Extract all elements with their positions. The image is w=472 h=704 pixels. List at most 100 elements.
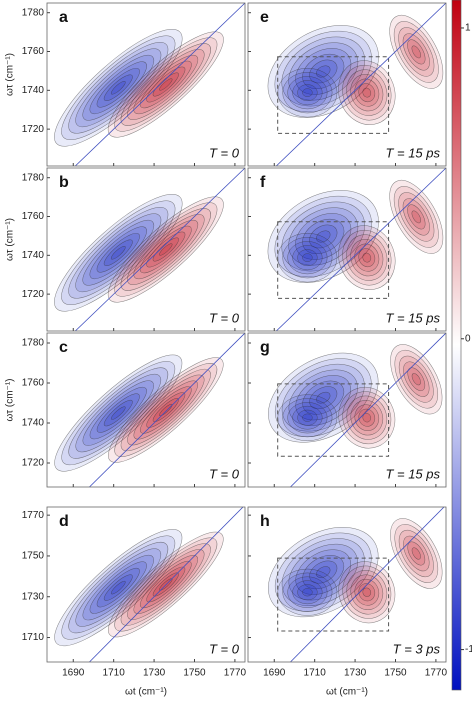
- contour: [54, 354, 183, 472]
- contour: [411, 373, 421, 386]
- contour: [146, 66, 186, 103]
- dashed-box: [277, 557, 390, 632]
- contour: [394, 524, 439, 583]
- panel-frame: [46, 332, 246, 488]
- contour: [362, 587, 372, 597]
- contour: [390, 518, 443, 589]
- contour: [287, 402, 328, 434]
- colorbar-tick-label: 1: [465, 23, 471, 34]
- panel-letter: b: [59, 174, 69, 191]
- plot-area: [267, 3, 446, 166]
- contour: [316, 566, 331, 578]
- contour: [390, 344, 443, 415]
- contour: [346, 69, 388, 116]
- contour: [309, 560, 338, 584]
- contour: [398, 529, 434, 578]
- y-tick-label: 1780: [22, 338, 45, 349]
- contour: [152, 237, 179, 262]
- contour: [54, 529, 183, 647]
- x-tick-label: 1770: [224, 668, 247, 679]
- contour: [68, 542, 169, 634]
- contour: [297, 409, 318, 426]
- contour: [274, 532, 372, 612]
- contour: [292, 405, 323, 430]
- diagonal: [75, 3, 245, 166]
- contour: [114, 363, 218, 457]
- diagonal: [290, 507, 445, 662]
- contour: [342, 565, 392, 619]
- x-tick-label: 1750: [183, 668, 206, 679]
- contour: [103, 239, 133, 267]
- dashed-box: [277, 56, 390, 134]
- contour: [309, 386, 338, 410]
- contour: [139, 225, 192, 274]
- contour: [89, 386, 147, 440]
- panel-frame: [46, 167, 246, 332]
- y-tick-label: 1720: [22, 458, 45, 469]
- contour: [403, 361, 430, 397]
- contour: [398, 355, 434, 403]
- contour: [82, 380, 154, 446]
- contour: [287, 576, 328, 608]
- contour: [302, 588, 313, 597]
- contour: [362, 413, 372, 423]
- contour: [338, 225, 396, 290]
- contour: [68, 206, 169, 299]
- contour: [403, 535, 430, 572]
- plot-area: [54, 168, 245, 331]
- contour: [107, 196, 224, 303]
- contour: [107, 31, 224, 138]
- y-tick-label: 1730: [22, 591, 45, 602]
- contour: [295, 549, 351, 595]
- annotation: T = 0: [209, 466, 240, 481]
- contour: [282, 398, 333, 438]
- annotation: T = 15 ps: [385, 466, 440, 481]
- contour: [295, 375, 351, 421]
- plot-area: [267, 168, 446, 331]
- contour: [281, 201, 365, 272]
- diagonal: [89, 507, 244, 662]
- y-tick-label: 1740: [22, 85, 45, 96]
- y-tick-label: 1760: [22, 378, 45, 389]
- panel-frame: [247, 167, 447, 332]
- x-tick-label: 1730: [143, 668, 166, 679]
- contour: [358, 248, 376, 268]
- contour: [302, 88, 313, 97]
- contour: [407, 39, 426, 65]
- contour: [75, 374, 161, 453]
- y-tick-label: 1720: [22, 124, 45, 135]
- contour: [282, 572, 333, 612]
- y-tick-label: 1740: [22, 418, 45, 429]
- contour: [96, 67, 140, 108]
- y-tick-label: 1770: [22, 510, 45, 521]
- contour: [146, 231, 186, 268]
- y-axis-label: ωτ (cm⁻¹): [5, 53, 16, 96]
- panel-letter: e: [260, 9, 269, 26]
- y-tick-label: 1710: [22, 632, 45, 643]
- panel-frame: [247, 506, 447, 663]
- contour: [127, 49, 205, 120]
- annotation: T = 0: [209, 310, 240, 325]
- contour: [411, 547, 421, 560]
- x-tick-label: 1690: [62, 668, 85, 679]
- contour: [114, 37, 218, 132]
- y-tick-label: 1780: [22, 172, 45, 183]
- panel-letter: a: [59, 9, 68, 26]
- contour: [358, 408, 376, 427]
- plot-area: [268, 507, 445, 662]
- contour: [350, 400, 384, 436]
- plot-area: [54, 507, 244, 662]
- contour: [407, 204, 426, 230]
- x-axis-label: ωt (cm⁻¹): [326, 687, 368, 698]
- annotation: T = 15 ps: [385, 310, 440, 325]
- contour: [103, 399, 133, 427]
- contour: [297, 84, 318, 102]
- x-tick-label: 1710: [103, 668, 126, 679]
- plot-area: [54, 333, 245, 487]
- contour: [159, 403, 173, 417]
- contour: [159, 78, 173, 91]
- contour: [96, 567, 140, 608]
- y-axis-label: ωτ (cm⁻¹): [5, 379, 16, 422]
- colorbar: [451, 0, 462, 691]
